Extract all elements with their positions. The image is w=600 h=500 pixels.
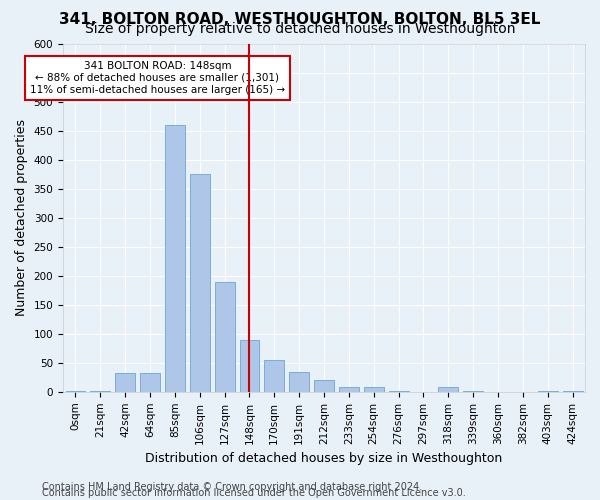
Bar (439, 387, 458, 392)
X-axis label: Distribution of detached houses by size in Westhoughton: Distribution of detached houses by size … (145, 452, 503, 465)
Y-axis label: Number of detached properties: Number of detached properties (15, 120, 28, 316)
Text: 341, BOLTON ROAD, WESTHOUGHTON, BOLTON, BL5 3EL: 341, BOLTON ROAD, WESTHOUGHTON, BOLTON, … (59, 12, 541, 28)
Bar (314, 380, 334, 392)
Bar (339, 387, 359, 392)
Bar (239, 340, 259, 392)
Bar (389, 390, 409, 392)
Text: Size of property relative to detached houses in Westhoughton: Size of property relative to detached ho… (85, 22, 515, 36)
Bar (289, 372, 309, 392)
Bar (165, 125, 185, 392)
Bar (364, 387, 383, 392)
Bar (538, 390, 557, 392)
Text: Contains public sector information licensed under the Open Government Licence v3: Contains public sector information licen… (42, 488, 466, 498)
Text: 341 BOLTON ROAD: 148sqm
← 88% of detached houses are smaller (1,301)
11% of semi: 341 BOLTON ROAD: 148sqm ← 88% of detache… (30, 62, 285, 94)
Bar (463, 390, 483, 392)
Bar (91, 390, 110, 392)
Bar (215, 282, 235, 392)
Bar (563, 390, 583, 392)
Bar (115, 374, 135, 392)
Bar (140, 374, 160, 392)
Bar (65, 390, 85, 392)
Text: Contains HM Land Registry data © Crown copyright and database right 2024.: Contains HM Land Registry data © Crown c… (42, 482, 422, 492)
Bar (190, 174, 209, 392)
Bar (265, 360, 284, 392)
